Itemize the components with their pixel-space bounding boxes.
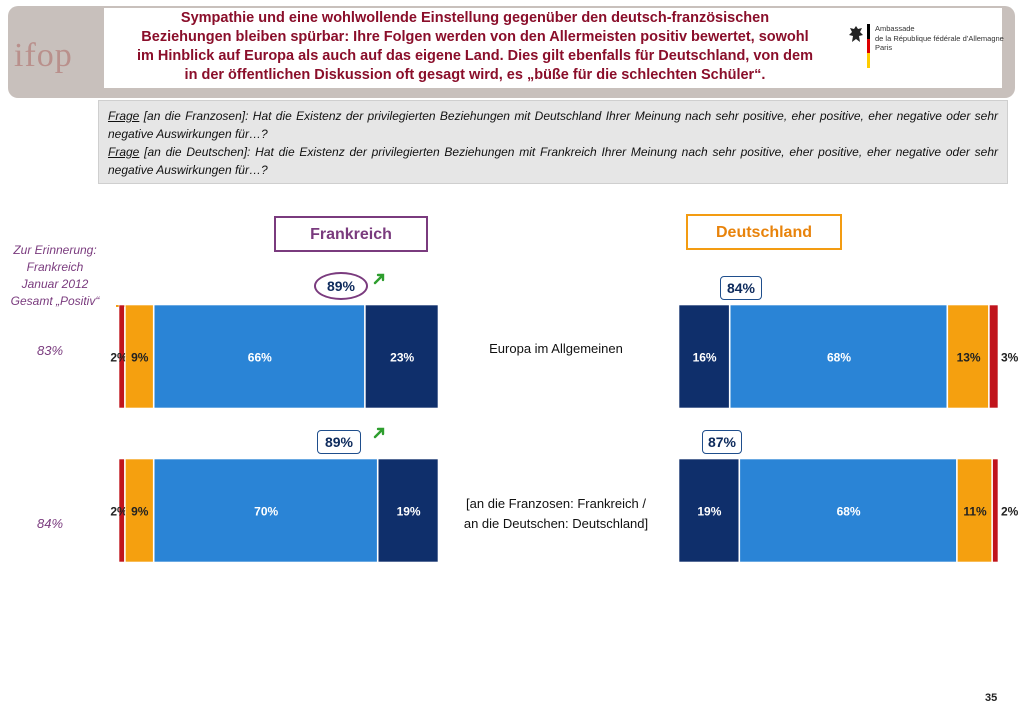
bar-label: 2% — [1001, 505, 1019, 519]
bar-label: 23% — [390, 351, 414, 365]
title-line: Sympathie und eine wohlwollende Einstell… — [180, 10, 770, 26]
total-positive-badge: 84% — [720, 276, 762, 300]
ifop-logo: ifop — [14, 37, 73, 74]
bar-segment-eher_negativ — [125, 458, 154, 563]
title-line: in der öffentlichen Diskussion oft gesag… — [184, 67, 766, 83]
bar-label: 16% — [693, 351, 717, 365]
bar-label: 3% — [1001, 351, 1019, 365]
memo-note: Zur Erinnerung: Frankreich Januar 2012 G… — [10, 243, 100, 308]
bar-label: 19% — [697, 505, 721, 519]
bar-segment-sehr_positiv — [678, 458, 740, 563]
bar-segment-sehr_negativ — [118, 304, 125, 409]
question-text: [an die Franzosen]: Hat die Existenz der… — [108, 109, 998, 141]
memo-value: 83% — [36, 343, 64, 358]
eagle-icon — [849, 26, 863, 42]
question-label: Frage — [108, 109, 140, 123]
bar-segment-sehr_positiv — [377, 458, 439, 563]
title-line: im Hinblick auf Europa als auch auf das … — [136, 48, 813, 64]
bar-segment-eher_positiv — [729, 304, 948, 409]
panel-heading-deutschland: Deutschland — [686, 214, 842, 250]
bar-label: 19% — [397, 505, 421, 519]
bar-segment-eher_positiv — [153, 304, 365, 409]
bar-label: 2% — [110, 505, 128, 519]
bar-segment-eher_positiv — [739, 458, 957, 563]
embassy-text: Ambassade de la République fédérale d’Al… — [875, 24, 1004, 52]
panel-heading-frankreich: Frankreich — [274, 216, 428, 252]
total-positive-badge: 89% — [314, 272, 368, 300]
page-number: 35 — [985, 692, 998, 704]
bar-segment-eher_negativ — [957, 458, 992, 563]
bar-segment-sehr_negativ — [989, 304, 999, 409]
trend-up-arrow-icon — [373, 427, 385, 439]
bar-label: 13% — [957, 351, 981, 365]
bar-label: 2% — [110, 351, 128, 365]
german-flag-icon — [867, 24, 870, 68]
bar-label: 9% — [131, 351, 149, 365]
bar-label: 68% — [837, 505, 861, 519]
total-positive-badge: 89% — [317, 430, 361, 454]
question-label: Frage — [108, 145, 140, 159]
bar-label: 66% — [248, 351, 272, 365]
bar-segment-eher_negativ — [125, 304, 154, 409]
bar-label: 9% — [131, 505, 149, 519]
total-positive-badge: 87% — [702, 430, 742, 454]
bar-segment-sehr_negativ — [992, 458, 999, 563]
category-label: [an die Franzosen: Frankreich / an die D… — [463, 496, 649, 531]
bar-label: 70% — [254, 505, 278, 519]
question-text: [an die Deutschen]: Hat die Existenz der… — [108, 145, 998, 177]
bar-label: 68% — [827, 351, 851, 365]
header-panel — [104, 8, 1002, 88]
bar-segment-eher_negativ — [947, 304, 989, 409]
bar-segment-sehr_positiv — [678, 304, 730, 409]
memo-value: 84% — [36, 516, 64, 531]
title-line: Beziehungen bleiben spürbar: Ihre Folgen… — [141, 29, 809, 45]
bar-label: 11% — [963, 505, 987, 519]
page-title: Sympathie und eine wohlwollende Einstell… — [110, 9, 840, 85]
bar-segment-sehr_positiv — [365, 304, 439, 409]
question-box: Frage [an die Franzosen]: Hat die Existe… — [98, 100, 1008, 184]
trend-up-arrow-icon — [373, 273, 385, 285]
bar-segment-eher_positiv — [153, 458, 378, 563]
embassy-logo: Ambassade de la République fédérale d’Al… — [848, 24, 1008, 68]
bar-segment-sehr_negativ — [118, 458, 125, 563]
category-label: Europa im Allgemeinen — [489, 341, 623, 356]
